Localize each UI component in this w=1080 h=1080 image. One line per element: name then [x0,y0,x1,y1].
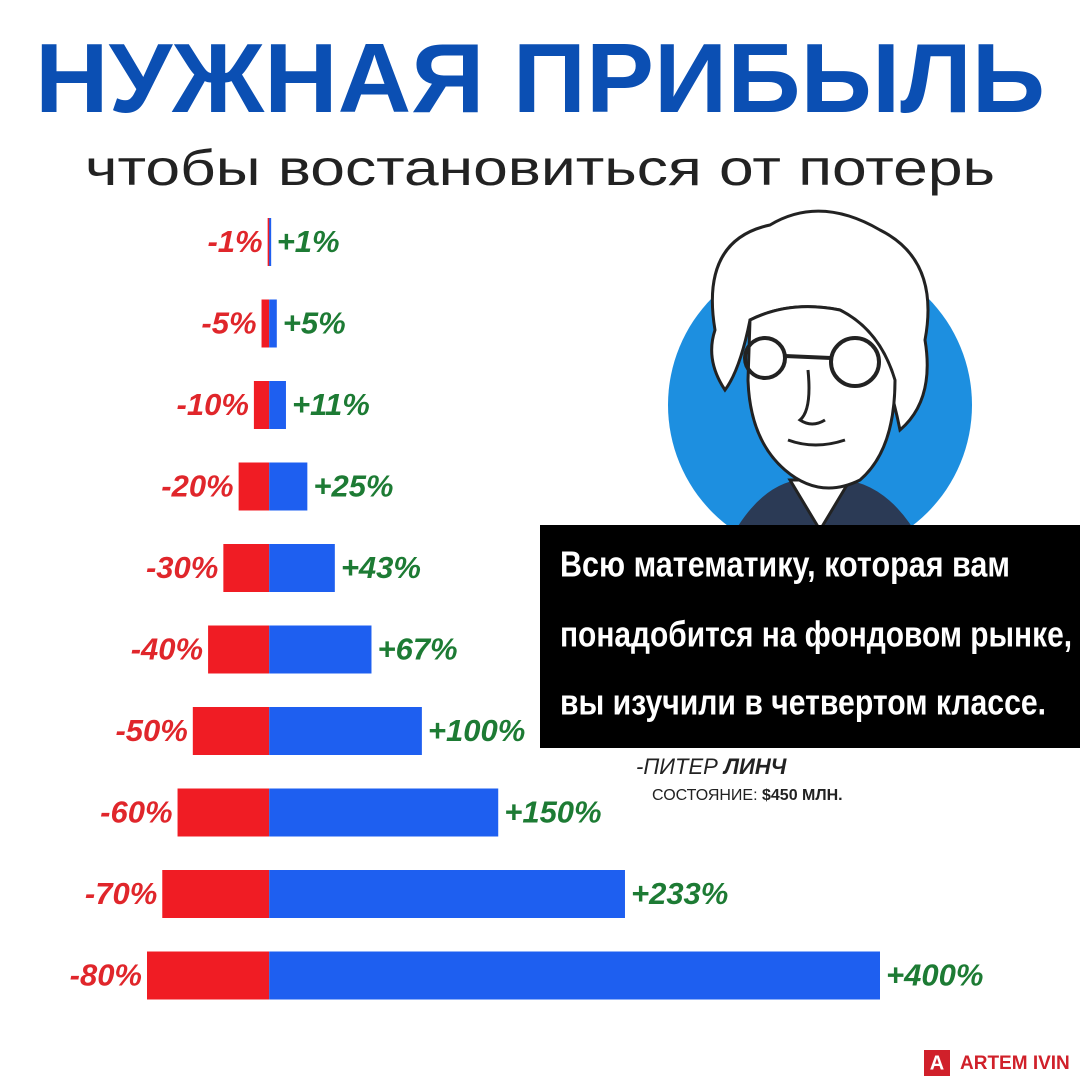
value-label: +1% [277,224,340,259]
net-worth-value: $450 МЛН. [762,787,843,804]
bar [269,544,335,592]
quote-box [540,525,1080,748]
value-label: -20% [161,469,233,504]
value-label: +11% [292,387,370,422]
bar [208,625,270,674]
bar [269,299,277,348]
bar [269,381,286,429]
quote-line: Всю математику, которая вам [560,544,1010,585]
value-label: -30% [146,550,218,585]
value-label: +43% [341,550,421,585]
author-name: ЛИНЧ [722,754,787,779]
quote-author: -ПИТЕР ЛИНЧ [636,754,787,779]
bar [267,218,270,266]
bar [269,951,881,1000]
bar [269,218,272,266]
bar [147,951,270,1000]
subtitle: чтобы востановиться от потерь [85,140,995,196]
quote-line: понадобится на фондовом рынке, [560,614,1072,655]
bar [269,707,422,755]
value-label: -50% [115,713,187,748]
value-label: +400% [886,958,983,993]
value-label: -10% [177,387,249,422]
bar [269,462,308,511]
brand-icon: A [930,1052,944,1074]
value-label: -70% [85,876,157,911]
bar [269,870,625,918]
bar [269,788,499,837]
value-label: -60% [100,795,172,830]
value-label: +150% [504,795,601,830]
value-label: +67% [377,632,457,667]
bar [223,544,270,592]
value-label: +233% [631,876,728,911]
portrait [668,209,972,557]
brand-icon-box [924,1050,950,1076]
bar [238,462,270,511]
value-label: +25% [313,469,393,504]
net-worth: СОСТОЯНИЕ: $450 МЛН. [652,787,843,804]
bar [269,625,372,674]
value-label: +5% [283,306,346,341]
value-label: -80% [70,958,142,993]
net-worth-label: СОСТОЯНИЕ: [652,787,758,804]
bar [162,870,270,918]
bar [177,788,270,837]
bar [261,299,270,348]
value-label: -1% [207,224,262,259]
value-label: -40% [131,632,203,667]
quote-line: вы изучили в четвертом классе. [560,682,1046,723]
value-label: +100% [428,713,525,748]
brand: ARTEM IVIN [960,1053,1070,1074]
title: НУЖНАЯ ПРИБЫЛЬ [35,23,1045,133]
author-prefix: -ПИТЕР [636,754,718,779]
value-label: -5% [201,306,256,341]
bar [253,381,270,429]
bar [192,707,270,755]
